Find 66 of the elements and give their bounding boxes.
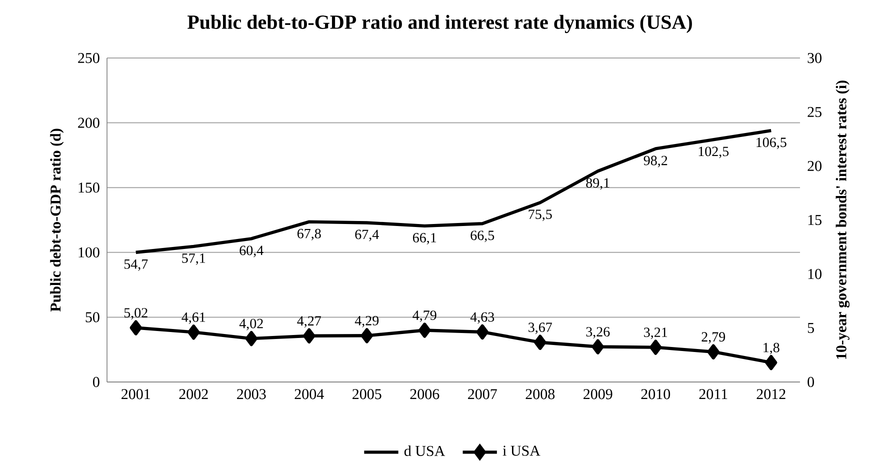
x-tick-label: 2003 bbox=[237, 389, 266, 400]
point bbox=[188, 324, 200, 340]
point bbox=[303, 328, 316, 344]
y2-tick-label: 5 bbox=[808, 323, 814, 334]
y-tick-label: 200 bbox=[78, 118, 100, 128]
x-tick-label: 2001 bbox=[122, 389, 150, 400]
point bbox=[534, 334, 546, 350]
point bbox=[592, 339, 604, 354]
point bbox=[418, 322, 431, 338]
y2-tick-label: 10 bbox=[808, 268, 822, 280]
annotation: 66,1 bbox=[412, 233, 436, 245]
legend-label: i USA bbox=[502, 446, 540, 456]
x-tick-label: 2005 bbox=[352, 389, 382, 400]
annotation: 66,5 bbox=[470, 230, 494, 242]
point bbox=[130, 320, 142, 336]
data-label: 4,27 bbox=[297, 316, 321, 328]
annotation: 67,8 bbox=[297, 228, 321, 240]
data-label: 4,02 bbox=[239, 318, 263, 330]
data-label: 3,26 bbox=[586, 327, 610, 339]
point bbox=[360, 328, 373, 344]
annotation: 89,1 bbox=[586, 178, 610, 190]
x-tick-label: 2010 bbox=[641, 389, 670, 400]
annotation: 67,4 bbox=[355, 230, 379, 242]
y2-tick-label: 30 bbox=[808, 53, 822, 64]
y2-tick-label: 0 bbox=[808, 376, 814, 388]
y2-tick-label: 25 bbox=[808, 107, 822, 118]
data-label: 4,29 bbox=[354, 316, 379, 328]
y-tick-label: 250 bbox=[78, 53, 100, 64]
data-label: 3,67 bbox=[528, 322, 552, 334]
annotation: 60,4 bbox=[240, 246, 264, 258]
x-tick-label: 2004 bbox=[294, 389, 324, 400]
data-label: 4,63 bbox=[470, 312, 494, 324]
x-tick-label: 2011 bbox=[699, 389, 728, 400]
data-label: 3,21 bbox=[644, 328, 668, 340]
point bbox=[650, 340, 662, 355]
x-tick-label: 2012 bbox=[756, 389, 786, 400]
x-tick-label: 2006 bbox=[410, 389, 440, 400]
data-label: 4,79 bbox=[412, 310, 436, 322]
annotation: 54,7 bbox=[124, 260, 148, 271]
annotation: 98,2 bbox=[644, 156, 668, 168]
y-axis-title: Public debt-to-GDP ratio (d) bbox=[50, 128, 64, 312]
annotation: 75,5 bbox=[528, 210, 552, 222]
annotation: 57,1 bbox=[182, 254, 206, 265]
y-tick-label: 50 bbox=[86, 312, 100, 322]
x-tick-label: 2007 bbox=[468, 389, 497, 400]
x-tick-label: 2002 bbox=[179, 389, 208, 400]
legend-label: d USA bbox=[404, 446, 446, 456]
point bbox=[476, 324, 488, 340]
point bbox=[245, 331, 258, 346]
point bbox=[707, 344, 720, 360]
y2-axis-title: 10-year government bonds' interest rates (i) bbox=[836, 80, 850, 359]
y2-tick-label: 15 bbox=[808, 215, 822, 226]
data-label: 2,79 bbox=[702, 332, 726, 344]
y-tick-label: 150 bbox=[78, 182, 100, 193]
data-label: 1,8 bbox=[764, 342, 780, 354]
y2-tick-label: 20 bbox=[808, 160, 822, 172]
x-tick-label: 2009 bbox=[584, 389, 612, 400]
annotation: 102,5 bbox=[698, 146, 729, 158]
chart-title: Public debt-to-GDP ratio and interest rate dynamics (USA) bbox=[188, 14, 692, 34]
x-tick-label: 2008 bbox=[526, 389, 555, 400]
point bbox=[765, 355, 778, 370]
data-label: 5,02 bbox=[124, 308, 148, 320]
annotation: 106,5 bbox=[756, 138, 786, 150]
y-tick-label: 0 bbox=[93, 376, 100, 388]
data-label: 4,61 bbox=[182, 312, 206, 324]
y-tick-label: 100 bbox=[78, 247, 100, 258]
